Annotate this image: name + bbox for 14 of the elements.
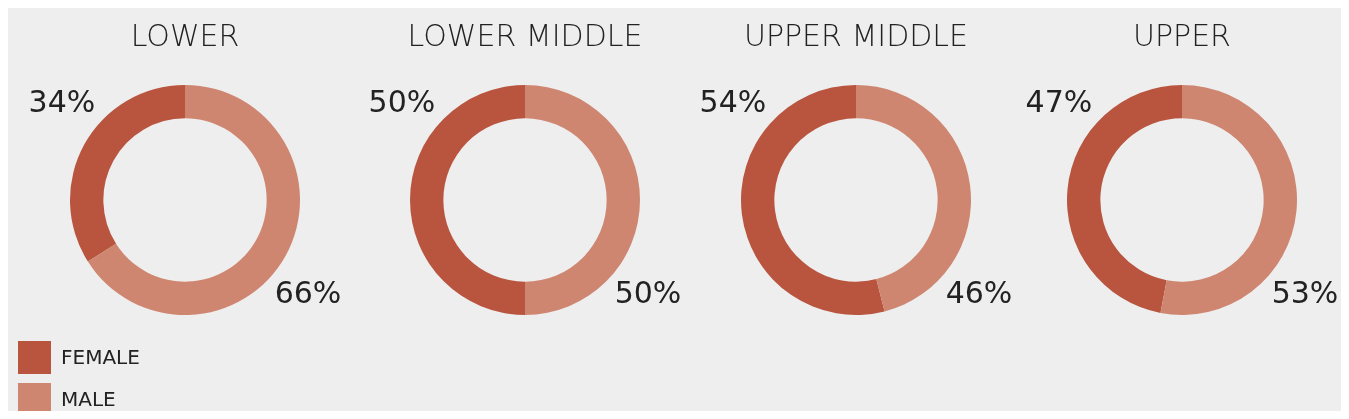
legend-label: MALE [61,387,116,411]
data-label: 54% [699,84,767,120]
chart-title: LOWER MIDDLE [406,18,644,53]
data-label: 53% [1271,275,1339,311]
data-label: 47% [1025,84,1093,120]
chart-title: UPPER [1132,18,1232,53]
data-label: 66% [274,275,342,311]
chart-title: LOWER [129,18,241,53]
data-label: 50% [614,275,682,311]
data-label: 46% [945,275,1013,311]
data-label: 34% [28,84,96,120]
chart-title: UPPER MIDDLE [742,18,970,53]
legend-label: FEMALE [61,345,140,369]
data-label: 50% [368,84,436,120]
